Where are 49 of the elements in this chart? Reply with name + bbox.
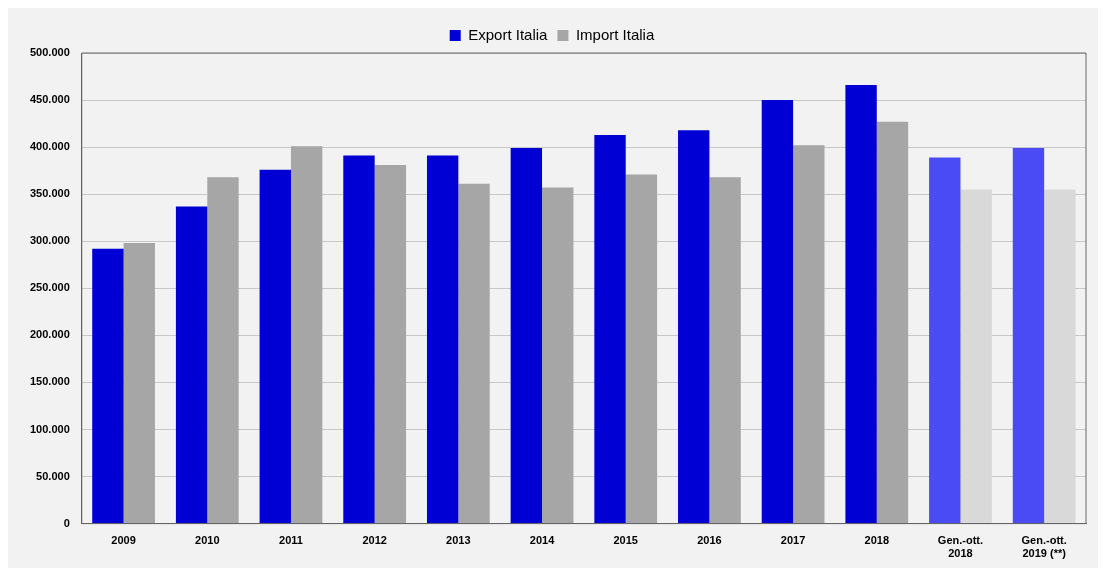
y-tick-label: 0 (63, 516, 70, 529)
bar (343, 155, 375, 524)
x-tick-label: 2013 (446, 534, 471, 547)
y-tick-label: 300.000 (30, 234, 70, 247)
x-tick-label: Gen.-ott. 2019 (**) (1021, 534, 1067, 560)
x-tick-label: 2015 (613, 534, 638, 547)
bar (290, 146, 323, 524)
y-tick-label: 250.000 (30, 281, 70, 294)
x-tick-label: 2017 (780, 534, 806, 547)
bar (374, 165, 407, 524)
bar (458, 183, 490, 524)
bar (1044, 189, 1076, 524)
y-tick-label: 150.000 (30, 375, 70, 388)
bar (625, 174, 658, 524)
x-tick-label: 2014 (529, 534, 556, 547)
x-tick-label: 2009 (111, 534, 136, 547)
y-tick-label: 500.000 (30, 46, 70, 59)
bar (929, 157, 961, 524)
bar (510, 148, 543, 524)
bar (123, 243, 155, 524)
legend-label: Import Italia (575, 25, 655, 43)
bar (845, 85, 877, 524)
x-tick-label: 2011 (279, 534, 303, 547)
bar (1012, 148, 1045, 524)
y-tick-label: 400.000 (30, 140, 70, 153)
bar (793, 145, 825, 524)
bar (761, 100, 794, 524)
bar (960, 189, 992, 524)
x-tick-label: 2010 (195, 534, 220, 547)
bar (542, 187, 574, 524)
y-tick-label: 200.000 (30, 328, 70, 341)
bar (207, 177, 239, 524)
x-tick-label: Gen.-ott. 2018 (937, 534, 984, 560)
x-tick-label: 2016 (697, 534, 722, 547)
bar (175, 206, 208, 524)
bar (92, 248, 124, 524)
x-tick-label: 2012 (362, 534, 387, 547)
y-tick-label: 50.000 (36, 469, 70, 482)
legend-label: Export Italia (468, 25, 549, 43)
bar (876, 121, 909, 524)
bar (678, 130, 710, 524)
x-tick-label: 2018 (864, 534, 890, 547)
bar (709, 177, 741, 524)
y-tick-label: 350.000 (30, 187, 70, 200)
y-tick-label: 450.000 (30, 93, 70, 106)
y-tick-label: 100.000 (30, 422, 70, 435)
bar (594, 134, 626, 524)
bar (426, 155, 459, 524)
bar (259, 169, 291, 524)
